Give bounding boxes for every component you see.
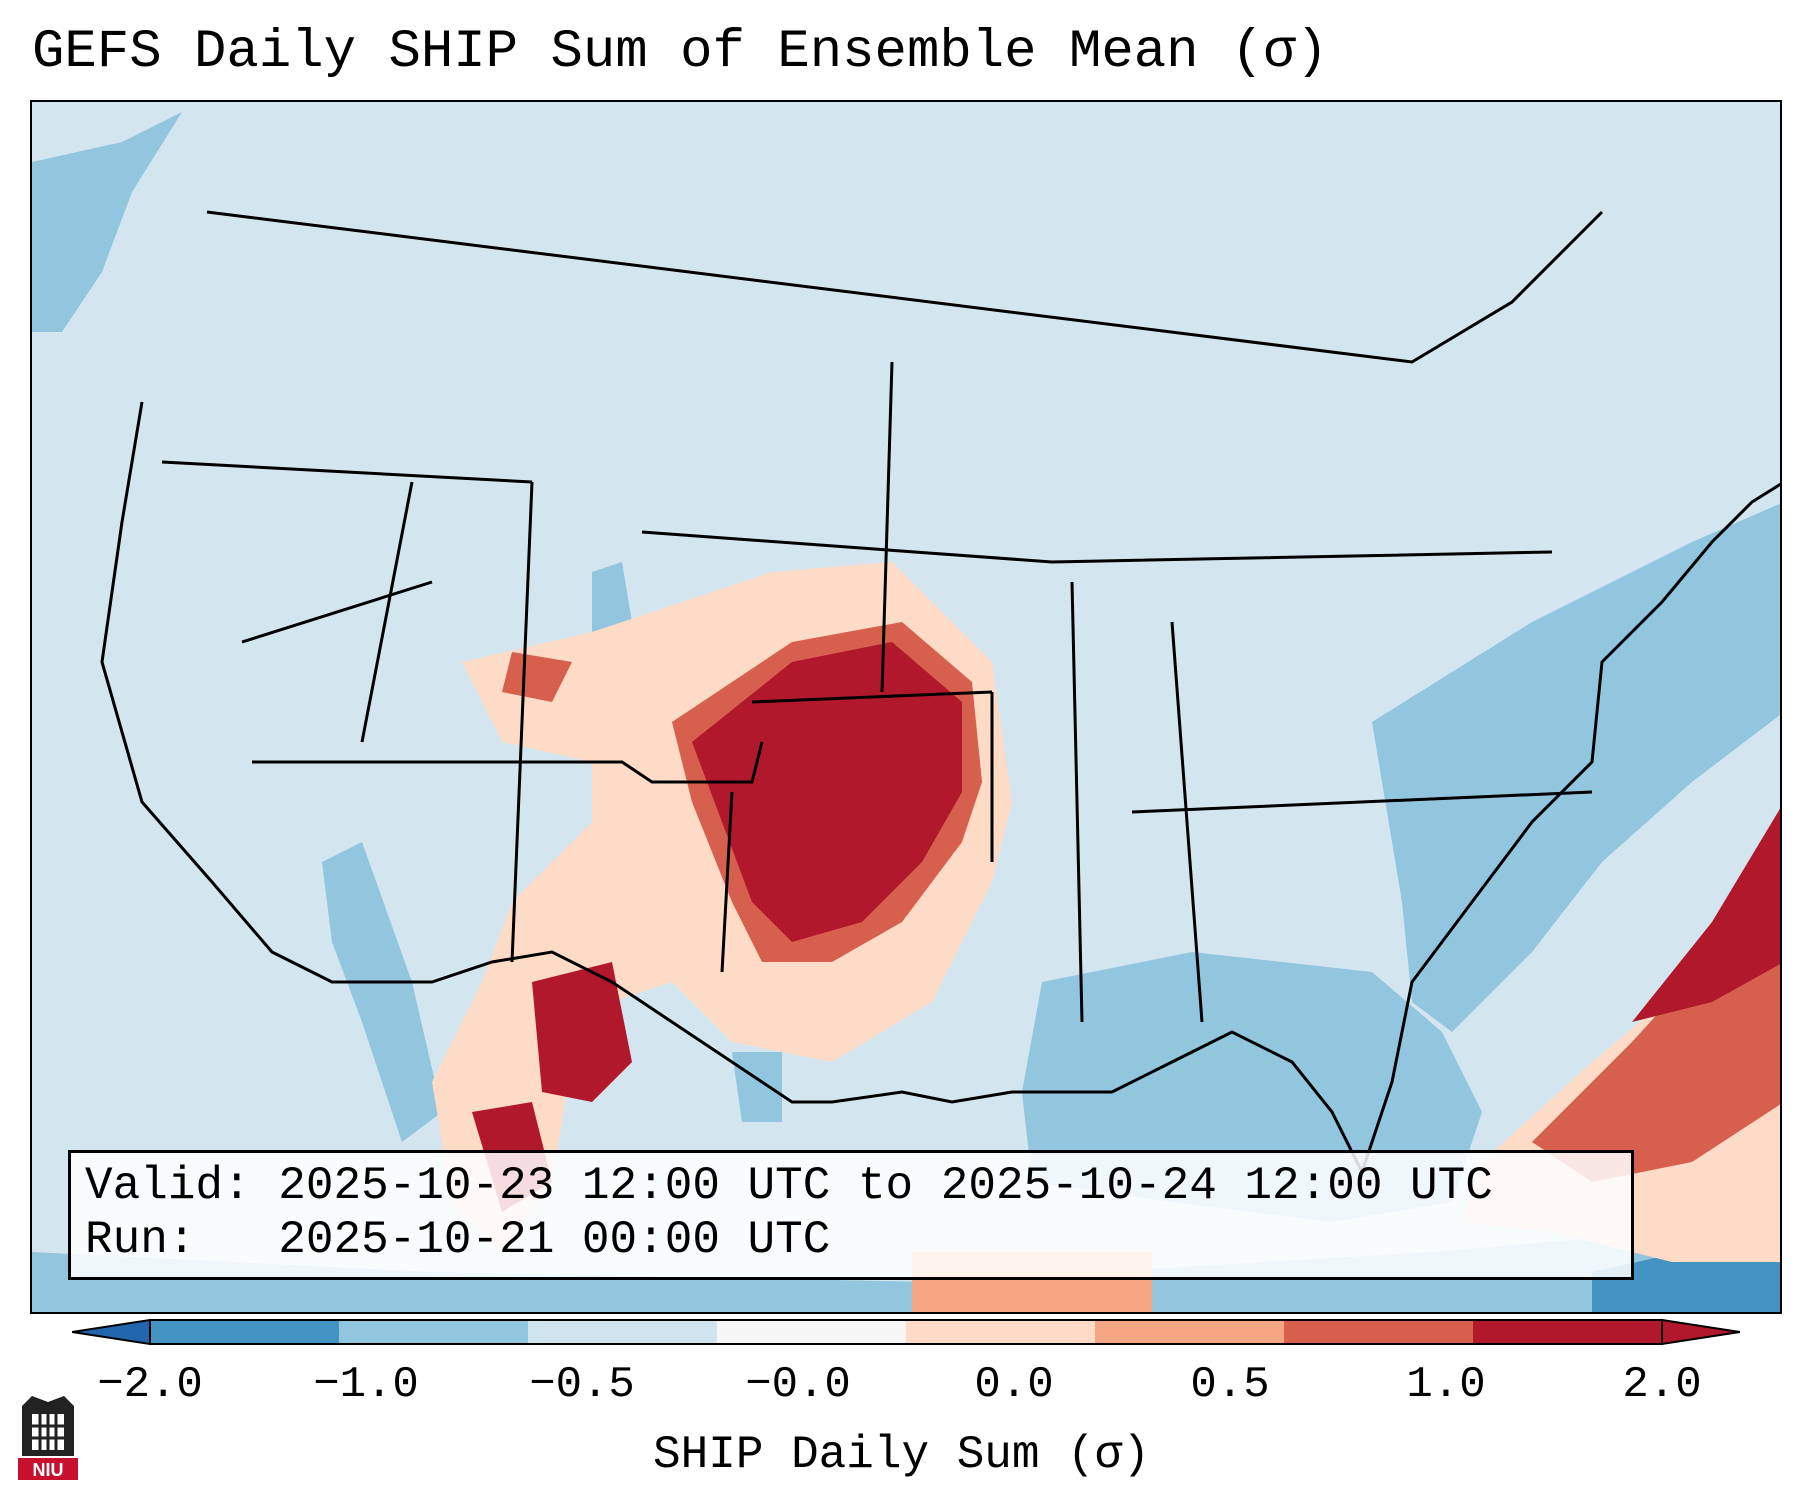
- logo-text: NIU: [33, 1460, 64, 1480]
- colorbar-segment: [1284, 1320, 1474, 1344]
- tennessee-line: [1131, 790, 1593, 814]
- pacific-nw-negative-area: [32, 112, 182, 332]
- state-border-3: [241, 580, 433, 644]
- valid-label: Valid:: [85, 1160, 251, 1212]
- chart-title: GEFS Daily SHIP Sum of Ensemble Mean (σ): [32, 22, 1329, 83]
- boundaries: [100, 210, 1780, 1176]
- colorbar-tick-label: 0.5: [1190, 1360, 1270, 1410]
- baja-negative-area: [322, 842, 442, 1142]
- atlantic-strong-positive: [1632, 808, 1780, 1022]
- colorbar-outline: [149, 1319, 1663, 1345]
- colorbar-label: SHIP Daily Sum (σ): [653, 1429, 1150, 1481]
- mexico-strong-positive: [532, 962, 632, 1102]
- colorbar-over-arrow: [1661, 1318, 1740, 1346]
- us-canada-border: [206, 210, 1604, 364]
- colorbar-tick-label: −2.0: [97, 1360, 203, 1410]
- colorado-negative-patch: [592, 562, 632, 632]
- colorbar-tick-label: 2.0: [1622, 1360, 1702, 1410]
- colorbar: [72, 1318, 1740, 1346]
- southern-edge-negative-area: [32, 1222, 1780, 1312]
- colorado-moderate-positive: [502, 652, 572, 702]
- colorbar-segment: [528, 1320, 718, 1344]
- state-border-1: [252, 741, 764, 784]
- state-border-4: [641, 530, 1553, 564]
- colorbar-tick-label: 1.0: [1406, 1360, 1486, 1410]
- kansas-oklahoma-border: [751, 690, 993, 704]
- niu-logo: NIU: [18, 1396, 78, 1480]
- colorbar-tick-label: −1.0: [313, 1360, 419, 1410]
- dakota-line: [880, 361, 894, 693]
- colorbar-segment: [906, 1320, 1096, 1344]
- run-label: Run:: [85, 1214, 196, 1266]
- logo-window-grid: [32, 1414, 64, 1450]
- mississippi-line: [1070, 581, 1084, 1023]
- colorbar-under-arrow: [72, 1318, 151, 1346]
- valid-value: 2025-10-23 12:00 UTC to 2025-10-24 12:00…: [278, 1160, 1493, 1212]
- colorbar-segment: [1473, 1320, 1663, 1344]
- run-value: 2025-10-21 00:00 UTC: [278, 1214, 831, 1266]
- colorbar-tick-label: −0.0: [745, 1360, 851, 1410]
- arizona-new-mexico-border: [510, 481, 534, 963]
- alabama-line: [1170, 621, 1204, 1023]
- colorbar-segment: [1095, 1320, 1285, 1344]
- map-svg: [32, 102, 1780, 1312]
- new-mexico-east-border: [720, 791, 734, 973]
- colorbar-segment: [339, 1320, 529, 1344]
- plains-strong-positive: [692, 642, 962, 942]
- state-border-2: [161, 460, 533, 484]
- logo-banner: [18, 1458, 78, 1480]
- colorbar-tick-label: 0.0: [974, 1360, 1054, 1410]
- map-panel: [30, 100, 1782, 1314]
- valid-run-info-box: Valid: 2025-10-23 12:00 UTC to 2025-10-2…: [68, 1150, 1634, 1280]
- atlantic-moderate-positive: [1532, 867, 1780, 1182]
- colorbar-segment: [717, 1320, 907, 1344]
- colorbar-segments: [150, 1320, 1663, 1344]
- colorbar-tick-label: −0.5: [529, 1360, 635, 1410]
- positive-anomaly-areas: [432, 562, 1780, 1312]
- colorbar-segment: [150, 1320, 340, 1344]
- nevada-utah-border: [360, 481, 414, 743]
